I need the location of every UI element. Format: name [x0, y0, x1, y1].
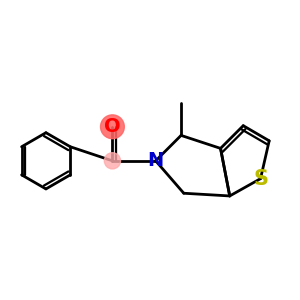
Circle shape: [104, 153, 121, 169]
Text: O: O: [104, 117, 121, 136]
Text: N: N: [148, 151, 164, 170]
Circle shape: [100, 115, 124, 139]
Text: S: S: [253, 169, 268, 189]
